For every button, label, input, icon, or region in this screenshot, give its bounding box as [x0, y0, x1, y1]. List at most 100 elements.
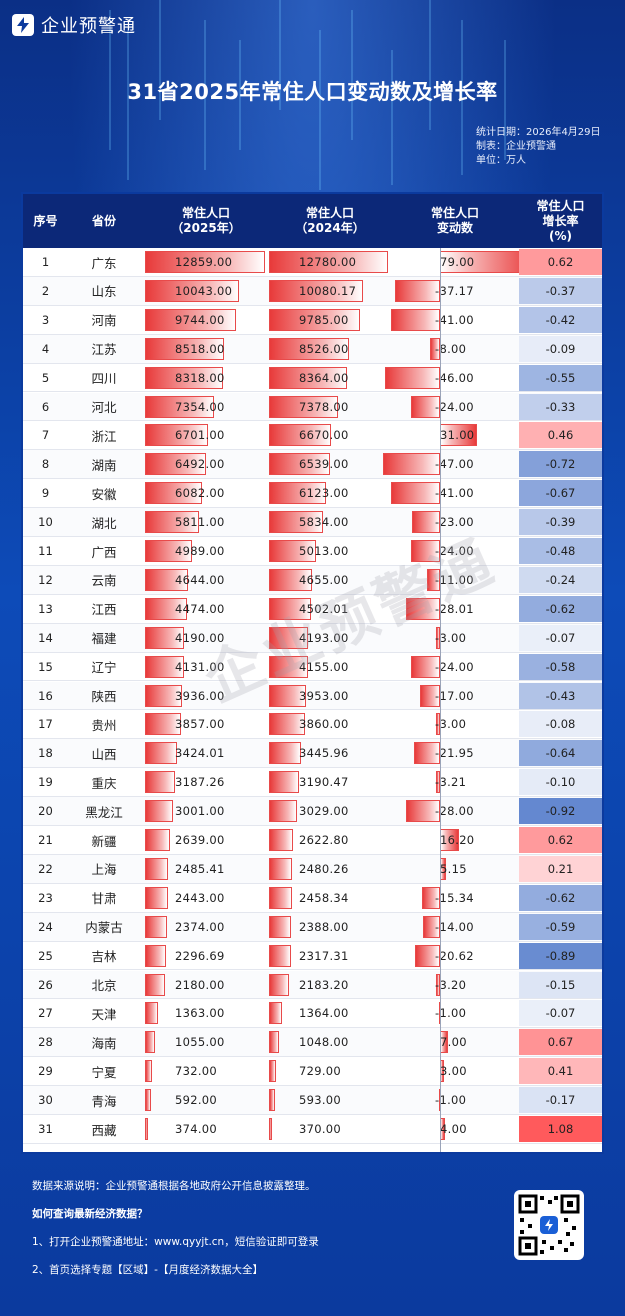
value-pop2025: 2296.69 — [175, 948, 225, 963]
value-change: -41.00 — [435, 486, 474, 501]
value-pop2024: 7378.00 — [299, 399, 349, 414]
row-index: 14 — [38, 630, 53, 645]
table-row: 22 上海 2485.41 2480.26 5.15 0.21 — [23, 854, 602, 884]
bar-pop2024 — [269, 944, 291, 967]
table-row: 4 江苏 8518.00 8526.00 -8.00 -0.09 — [23, 334, 602, 364]
table-row: 15 辽宁 4131.00 4155.00 -24.00 -0.58 — [23, 653, 602, 682]
bar-pop2025 — [145, 308, 236, 331]
value-pop2025: 374.00 — [175, 1122, 218, 1136]
value-pop2025: 9744.00 — [175, 312, 225, 327]
value-rate: -0.89 — [519, 942, 602, 969]
value-pop2024: 729.00 — [299, 1064, 342, 1079]
bar-change — [413, 742, 440, 765]
bar-pop2025 — [145, 597, 187, 620]
value-change: -15.34 — [435, 890, 474, 905]
row-index: 29 — [38, 1064, 53, 1079]
value-rate: 1.08 — [519, 1116, 602, 1142]
value-pop2024: 6539.00 — [299, 457, 349, 472]
bar-pop2024 — [269, 395, 338, 418]
meta-info: 统计日期：2026年4月29日 制表：企业预警通 单位：万人 — [476, 126, 601, 168]
bar-pop2025 — [145, 1060, 152, 1083]
table-row: 20 黑龙江 3001.00 3029.00 -28.00 -0.92 — [23, 797, 602, 826]
bar-change — [423, 915, 440, 938]
value-pop2025: 6082.00 — [175, 486, 225, 501]
row-province: 河南 — [91, 313, 117, 329]
value-pop2025: 4190.00 — [175, 630, 225, 645]
value-rate: -0.07 — [519, 1000, 602, 1027]
bar-pop2024 — [269, 915, 292, 938]
row-province: 甘肃 — [91, 891, 117, 907]
value-rate: -0.15 — [519, 971, 602, 998]
row-province: 广东 — [91, 255, 117, 271]
bar-change — [436, 626, 440, 649]
table-row: 19 重庆 3187.26 3190.47 -3.21 -0.10 — [23, 768, 602, 798]
row-index: 13 — [38, 601, 53, 616]
bar-pop2024 — [269, 511, 324, 534]
bar-pop2024 — [269, 1060, 276, 1083]
value-change: 4.00 — [440, 1122, 467, 1136]
bar-change — [390, 308, 440, 331]
table-row: 16 陕西 3936.00 3953.00 -17.00 -0.43 — [23, 681, 602, 711]
value-rate: -0.43 — [519, 682, 602, 709]
value-change: -28.01 — [435, 601, 474, 616]
header-prov: 省份 — [91, 213, 116, 228]
value-pop2025: 6492.00 — [175, 457, 225, 472]
value-pop2025: 2180.00 — [175, 977, 225, 992]
value-change: -3.20 — [435, 977, 467, 992]
value-pop2024: 1364.00 — [299, 1006, 349, 1021]
row-province: 宁夏 — [91, 1064, 117, 1080]
value-pop2024: 4193.00 — [299, 630, 349, 645]
bar-pop2024 — [269, 279, 364, 302]
row-index: 22 — [38, 861, 53, 876]
bar-pop2024 — [269, 308, 361, 331]
row-province: 天津 — [91, 1006, 117, 1022]
value-change: -3.21 — [435, 775, 467, 790]
change-zero-axis — [440, 248, 441, 1152]
value-change: -23.00 — [435, 515, 474, 530]
bar-change — [415, 944, 440, 967]
value-pop2025: 732.00 — [175, 1064, 218, 1079]
bar-pop2025 — [145, 771, 175, 794]
row-province: 安徽 — [91, 486, 117, 502]
table-row: 10 湖北 5811.00 5834.00 -23.00 -0.39 — [23, 508, 602, 537]
value-pop2024: 8364.00 — [299, 370, 349, 385]
bar-pop2024 — [269, 655, 308, 678]
table-row: 14 福建 4190.00 4193.00 -3.00 -0.07 — [23, 623, 602, 653]
value-pop2024: 6123.00 — [299, 486, 349, 501]
table-row: 17 贵州 3857.00 3860.00 -3.00 -0.08 — [23, 710, 602, 740]
value-pop2025: 3001.00 — [175, 804, 225, 819]
bar-pop2024 — [269, 597, 311, 620]
qr-code-icon — [514, 1190, 584, 1260]
value-pop2024: 3029.00 — [299, 804, 349, 819]
table-row: 8 湖南 6492.00 6539.00 -47.00 -0.72 — [23, 450, 602, 480]
value-rate: -0.55 — [519, 364, 602, 391]
value-pop2025: 4131.00 — [175, 659, 225, 674]
table-row: 2 山东 10043.00 10080.17 -37.17 -0.37 — [23, 276, 602, 306]
value-rate: 0.67 — [519, 1029, 602, 1056]
value-pop2024: 2388.00 — [299, 919, 349, 934]
value-pop2025: 592.00 — [175, 1093, 218, 1108]
value-rate: -0.42 — [519, 306, 602, 333]
bar-change — [395, 279, 440, 302]
row-index: 31 — [38, 1122, 53, 1136]
row-index: 11 — [38, 544, 53, 558]
value-pop2025: 7354.00 — [175, 399, 225, 414]
value-change: 7.00 — [440, 1035, 467, 1050]
bar-pop2024 — [269, 482, 327, 505]
row-province: 四川 — [91, 371, 117, 387]
row-index: 24 — [38, 919, 53, 934]
bar-pop2024 — [269, 453, 331, 476]
value-rate: -0.58 — [519, 653, 602, 680]
value-change: -8.00 — [435, 341, 467, 356]
value-change: -41.00 — [435, 312, 474, 327]
value-change: -17.00 — [435, 688, 474, 703]
row-province: 云南 — [91, 573, 117, 589]
bar-change — [406, 800, 440, 823]
header-pop2024: 常住人口 （2024年） — [295, 206, 365, 235]
value-rate: 0.62 — [519, 827, 602, 853]
row-province: 河北 — [91, 400, 117, 415]
bar-pop2024 — [269, 366, 348, 389]
row-province: 黑龙江 — [85, 804, 123, 820]
value-rate: -0.08 — [519, 711, 602, 738]
table-row: 27 天津 1363.00 1364.00 -1.00 -0.07 — [23, 999, 602, 1029]
